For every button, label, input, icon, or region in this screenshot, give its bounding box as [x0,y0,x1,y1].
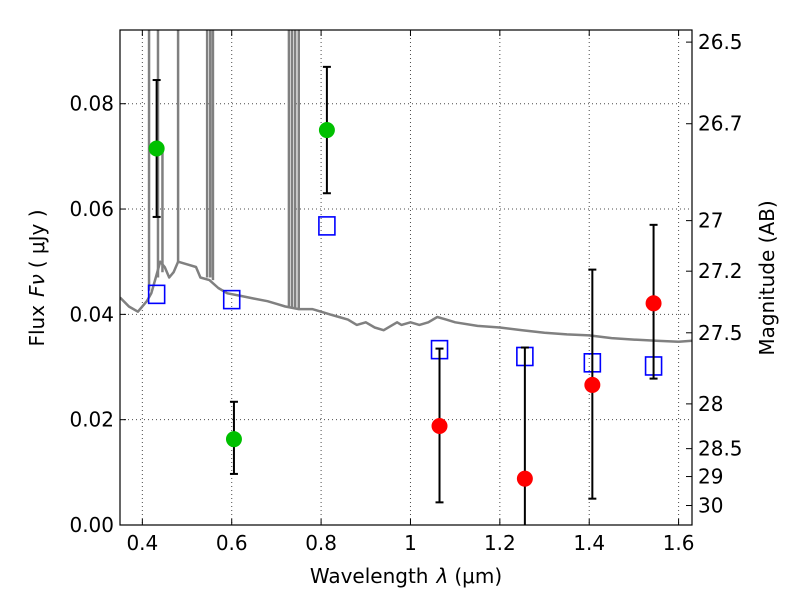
plot-frame [119,29,693,526]
grid [120,30,692,526]
mag-tick-label: 26.7 [698,112,743,136]
y-tick-label: 0.02 [69,408,114,432]
model-square [222,289,241,310]
model-square [147,284,166,305]
x-axis-title: Wavelength λ (μm) [310,564,502,588]
observed-point [148,140,165,157]
y-tick-label: 0.04 [69,302,114,326]
x-tick-label: 1.4 [573,531,605,555]
x-tick-label: 0.4 [126,531,158,555]
observed-point [516,470,533,487]
data-points [147,65,663,525]
observed-point [645,295,662,312]
observed-point [431,418,448,434]
plot-area [120,30,692,343]
x-tick-label: 0.6 [216,531,248,555]
mag-tick-label: 27.5 [698,321,743,345]
y-tick-label: 0.06 [69,197,114,221]
mag-tick-label: 28.5 [698,437,743,461]
mag-tick-label: 28 [698,392,723,416]
y-tick-label: 0.08 [69,92,114,116]
x-tick-label: 1.2 [484,531,516,555]
x-tick-label: 1.6 [663,531,695,555]
y2-axis-title: Magnitude (AB) [755,200,779,355]
x-tick-label: 1 [404,531,417,555]
y-tick-label: 0.00 [69,513,114,537]
y-axis-title: FluxFν( μJy ) [25,209,49,346]
observed-point [584,376,601,393]
mag-tick-label: 29 [698,465,723,489]
observed-point [225,431,242,448]
mag-tick-label: 27 [698,209,723,233]
observed-point [318,122,335,139]
mag-tick-label: 30 [698,494,723,518]
mag-tick-label: 27.2 [698,259,743,283]
mag-tick-label: 26.5 [698,30,743,54]
x-tick-label: 0.8 [305,531,337,555]
model-square [318,216,336,236]
sed-line [120,260,692,343]
axes: 0.4 0.6 0.8 1 1.2 1.4 1.6 0.00 0.02 0.04 0.06 0.08 2… [69,30,743,555]
